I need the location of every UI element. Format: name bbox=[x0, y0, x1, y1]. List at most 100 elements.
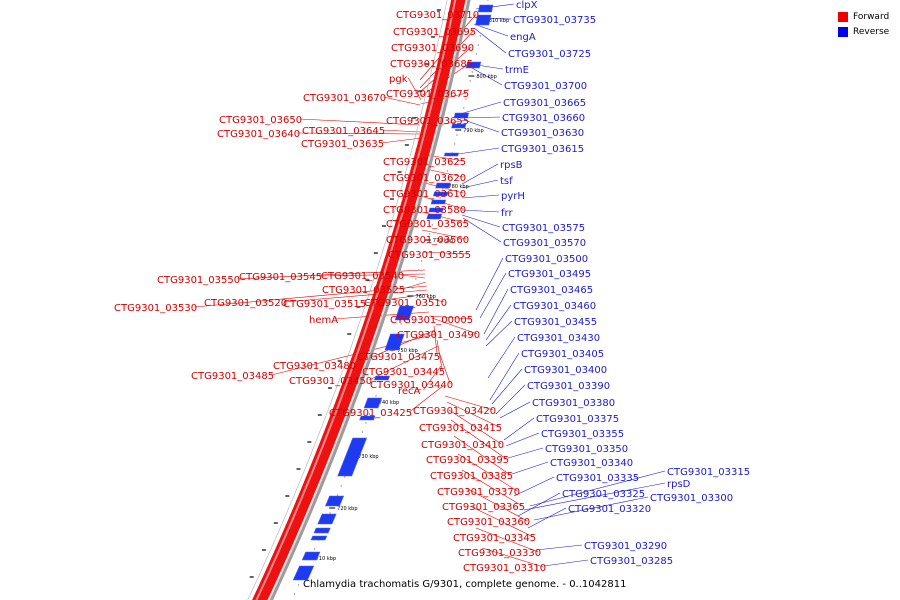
reverse-gene-label: CTG9301_03400 bbox=[524, 365, 607, 376]
inner-guide-ring bbox=[247, 0, 448, 600]
forward-gene-label: hemA bbox=[309, 315, 338, 326]
reverse-gene-label: CTG9301_03570 bbox=[503, 238, 586, 249]
minor-tick bbox=[487, 0, 489, 1]
scale-tick-label: 790 kbp bbox=[463, 128, 483, 134]
forward-gene-label: CTG9301_03525 bbox=[322, 285, 405, 296]
reverse-feature bbox=[465, 61, 482, 69]
forward-leader-line bbox=[297, 132, 421, 135]
reverse-leader-line bbox=[529, 470, 666, 507]
forward-leader-line bbox=[383, 96, 421, 106]
minor-tick bbox=[391, 350, 393, 352]
forward-gene-label: CTG9301_03520 bbox=[204, 298, 287, 309]
reverse-gene-label: CTG9301_03285 bbox=[590, 556, 673, 567]
forward-gene-label: CTG9301_03540 bbox=[321, 271, 404, 282]
reverse-leader-line bbox=[475, 257, 504, 311]
minor-tick bbox=[361, 431, 364, 433]
minor-tick bbox=[449, 161, 451, 163]
reverse-leader-line bbox=[461, 163, 499, 185]
reverse-leader-line bbox=[499, 401, 531, 419]
reverse-gene-label: CTG9301_03380 bbox=[532, 398, 615, 409]
reverse-leader-line bbox=[505, 432, 540, 447]
reverse-feature bbox=[384, 333, 405, 351]
reverse-gene-label: CTG9301_03325 bbox=[562, 489, 645, 500]
reverse-feature bbox=[324, 495, 345, 507]
forward-gene-label: CTG9301_03395 bbox=[426, 455, 509, 466]
forward-leader-line bbox=[469, 505, 534, 538]
forward-leader-line bbox=[401, 274, 426, 279]
forward-leader-line bbox=[427, 297, 445, 303]
reverse-leader-line bbox=[489, 352, 520, 401]
reverse-gene-label: CTG9301_03460 bbox=[513, 301, 596, 312]
reverse-feature bbox=[432, 191, 449, 197]
forward-strand-band bbox=[252, 0, 466, 600]
forward-gene-label: CTG9301_03370 bbox=[437, 487, 520, 498]
reverse-gene-label: CTG9301_03320 bbox=[568, 504, 651, 515]
forward-gene-label: CTG9301_03475 bbox=[357, 352, 440, 363]
forward-gene-label: CTG9301_03690 bbox=[391, 43, 474, 54]
forward-gene-label: CTG9301_03515 bbox=[283, 299, 366, 310]
legend-reverse: Reverse bbox=[838, 24, 889, 39]
reverse-leader-line bbox=[479, 272, 507, 319]
reverse-leader-line bbox=[495, 384, 526, 415]
reverse-gene-label: CTG9301_03630 bbox=[501, 128, 584, 139]
reverse-feature bbox=[443, 152, 459, 157]
reverse-feature bbox=[310, 535, 328, 541]
minor-tick bbox=[417, 269, 420, 271]
forward-gene-label: CTG9301_03480 bbox=[273, 361, 356, 372]
forward-gene-label: CTG9301_03420 bbox=[413, 406, 496, 417]
forward-gene-label: CTG9301_03625 bbox=[383, 157, 466, 168]
forward-leader-line bbox=[381, 137, 422, 144]
legend: Forward Reverse bbox=[838, 9, 889, 39]
scale-tick-label: 770 kbp bbox=[433, 238, 453, 244]
scale-tick-label: 780 kbp bbox=[448, 184, 468, 190]
reverse-gene-label: CTG9301_03575 bbox=[502, 223, 585, 234]
forward-leader-line bbox=[446, 401, 500, 428]
forward-leader-line bbox=[369, 345, 439, 381]
reverse-gene-label: clpX bbox=[516, 0, 538, 11]
forward-leader-line bbox=[461, 469, 523, 507]
reverse-leader-line bbox=[503, 417, 535, 441]
forward-leader-line bbox=[433, 325, 438, 357]
reverse-gene-label: CTG9301_03665 bbox=[503, 98, 586, 109]
leader-lines bbox=[194, 3, 666, 568]
forward-gene-label: CTG9301_03490 bbox=[397, 330, 480, 341]
forward-leader-line bbox=[453, 435, 511, 476]
forward-leader-line bbox=[319, 273, 426, 277]
reverse-leader-line bbox=[507, 447, 544, 459]
legend-forward: Forward bbox=[838, 9, 889, 24]
forward-gene-label: CTG9301_03560 bbox=[386, 235, 469, 246]
reverse-gene-label: CTG9301_03300 bbox=[650, 493, 733, 504]
forward-leader-line bbox=[444, 395, 494, 411]
reverse-feature bbox=[292, 565, 315, 581]
minor-tick bbox=[439, 197, 441, 199]
forward-gene-label: CTG9301_03545 bbox=[239, 272, 322, 283]
reverse-leader-line bbox=[523, 482, 666, 511]
reverse-feature bbox=[313, 527, 331, 534]
reverse-leader-line bbox=[527, 507, 567, 529]
forward-leader-line bbox=[409, 385, 444, 413]
minor-tick bbox=[453, 143, 456, 145]
minor-tick bbox=[444, 179, 446, 181]
forward-gene-label: CTG9301_03415 bbox=[419, 423, 502, 434]
minor-tick bbox=[423, 251, 425, 253]
minor-tick bbox=[397, 332, 399, 334]
forward-swatch bbox=[838, 11, 848, 22]
forward-leader-line bbox=[475, 527, 539, 553]
forward-gene-label: CTG9301_03580 bbox=[383, 205, 466, 216]
genome-backbone-ring bbox=[268, 0, 471, 600]
forward-leader-line bbox=[428, 315, 471, 320]
minor-tick bbox=[409, 296, 411, 298]
minor-tick bbox=[467, 89, 469, 91]
reverse-leader-line bbox=[463, 119, 500, 133]
minor-tick bbox=[420, 260, 423, 262]
forward-leader-line bbox=[450, 419, 507, 460]
minor-tick bbox=[446, 170, 449, 172]
forward-gene-label: recA bbox=[398, 386, 421, 397]
reverse-gene-label: CTG9301_03430 bbox=[517, 333, 600, 344]
forward-gene-label: CTG9301_03345 bbox=[453, 533, 536, 544]
forward-leader-line bbox=[465, 487, 528, 522]
minor-tick bbox=[297, 584, 300, 586]
reverse-feature bbox=[317, 513, 337, 525]
forward-leader-line bbox=[284, 289, 428, 303]
